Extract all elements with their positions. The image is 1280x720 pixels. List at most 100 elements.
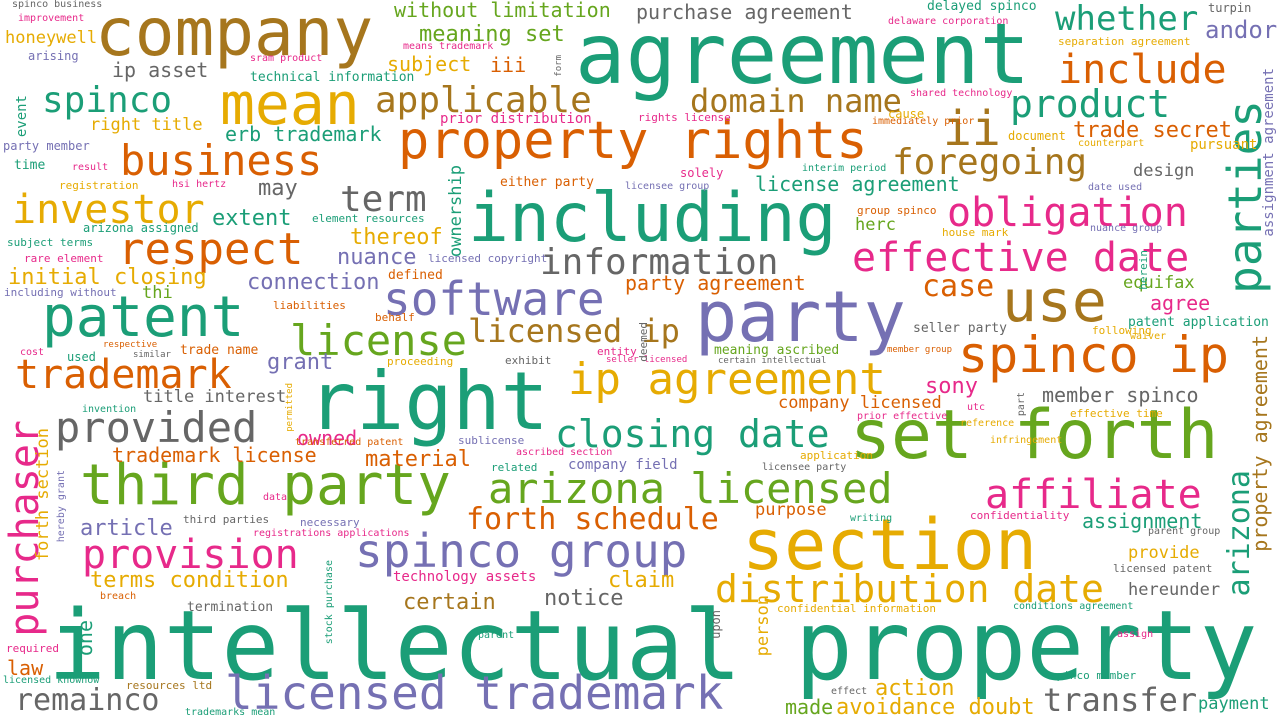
word-nuance: nuance	[337, 245, 417, 270]
word-improvement: improvement	[18, 13, 85, 24]
word-certain: certain	[403, 590, 496, 615]
word-affiliate: affiliate	[985, 472, 1202, 518]
word-used: used	[67, 350, 96, 364]
word-patent: patent	[42, 285, 245, 350]
word-licensed-copyright: licensed copyright	[428, 252, 548, 265]
word-result: result	[72, 162, 109, 173]
word-term: term	[340, 179, 427, 220]
word-avoidance-doubt: avoidance doubt	[836, 695, 1035, 720]
word-iii: iii	[490, 53, 527, 77]
word-thereof: thereof	[350, 225, 443, 250]
word-patent-application: patent application	[1128, 315, 1269, 330]
word-arizona-licensed: arizona licensed	[488, 464, 893, 513]
word-required: required	[6, 642, 59, 655]
word-immediately-prior: immediately prior	[872, 116, 975, 127]
word-entity: entity	[597, 345, 637, 358]
word-member-group: member group	[887, 345, 953, 355]
word-ip-agreement: ip agreement	[568, 354, 886, 405]
word-extent: extent	[212, 206, 292, 231]
word-honeywell: honeywell	[5, 28, 98, 48]
word-product: product	[1010, 82, 1171, 126]
word-remainco: remainco	[15, 683, 160, 718]
word-andor: andor	[1205, 16, 1278, 44]
word-mean: mean	[220, 70, 360, 138]
word-trade-secret: trade secret	[1073, 118, 1232, 143]
word-technical-information: technical information	[250, 70, 415, 85]
word-spinco-business: spinco business	[12, 0, 103, 10]
word-necessary: necessary	[300, 516, 360, 529]
word-spinco-member: spinco member	[1050, 669, 1137, 682]
word-spinco-ip: spinco ip	[958, 326, 1229, 384]
word-upon: upon	[709, 610, 723, 639]
word-provision: provision	[82, 532, 299, 578]
word-respective: respective	[103, 340, 158, 350]
word-use: use	[1002, 267, 1107, 335]
word-interim-period: interim period	[802, 163, 887, 174]
word-hereunder: hereunder	[1128, 580, 1221, 600]
word-case: case	[922, 269, 995, 304]
word-infringement: infringement	[990, 435, 1063, 446]
word-thi: thi	[142, 283, 173, 303]
word-law: law	[7, 656, 44, 680]
word-purchase-agreement: purchase agreement	[636, 0, 853, 24]
word-notice: notice	[544, 586, 624, 611]
word-arising: arising	[28, 49, 79, 63]
word-pursuant: pursuant	[1190, 137, 1258, 153]
word-one: one	[73, 620, 97, 657]
word-third-parties: third parties	[183, 513, 270, 526]
word-distribution-date: distribution date	[715, 567, 1104, 611]
word-including: including	[468, 179, 837, 258]
word-meaning-ascribed: meaning ascribed	[714, 343, 840, 358]
word-rare-element: rare element	[24, 252, 104, 265]
word-house-mark: house mark	[942, 226, 1009, 239]
word-delaware-corporation: delaware corporation	[888, 16, 1009, 27]
word-licensed-patent: licensed patent	[1113, 562, 1213, 575]
word-arizona-assigned: arizona assigned	[83, 221, 199, 235]
word-article: article	[80, 516, 173, 541]
word-section: section	[742, 504, 1038, 586]
word-made: made	[785, 695, 834, 719]
word-information: information	[540, 242, 779, 283]
word-permitted: permitted	[285, 383, 295, 432]
word-provide: provide	[1128, 543, 1200, 563]
word-nuance-group: nuance group	[1090, 223, 1163, 234]
word-stock-purchase: stock purchase	[324, 560, 335, 645]
word-licensee-party: licensee party	[762, 462, 847, 473]
word-cause: cause	[888, 107, 925, 121]
word-similar: similar	[133, 350, 171, 360]
word-separation-agreement: separation agreement	[1058, 35, 1191, 48]
word-reference: reference	[960, 418, 1015, 429]
word-licensed-knowhow: licensed knowhow	[3, 675, 100, 686]
word-trademarks-mean: trademarks mean	[185, 707, 276, 718]
word-trade-name: trade name	[180, 343, 259, 358]
word-whether: whether	[1055, 0, 1199, 39]
word-right: right	[308, 355, 549, 448]
word-trademark: trademark	[15, 352, 232, 398]
word-forth-schedule: forth schedule	[466, 502, 719, 537]
word-ascribed-section: ascribed section	[516, 447, 613, 458]
word-licensed-ip: licensed ip	[468, 312, 680, 350]
word-parent: parent	[478, 630, 515, 641]
word-document: document	[1008, 129, 1066, 143]
word-event: event	[14, 95, 30, 138]
word-obligation: obligation	[947, 190, 1188, 236]
word-party-agreement: party agreement	[625, 271, 806, 295]
word-person: person	[753, 595, 773, 657]
word-proceeding: proceeding	[387, 355, 454, 368]
word-time: time	[14, 158, 46, 173]
word-transferred-patent: transferred patent	[295, 437, 404, 448]
word-date-used: date used	[1088, 182, 1143, 193]
word-provided: provided	[55, 403, 258, 452]
word-agree: agree	[1150, 291, 1211, 315]
word-seller-licensed: seller licensed	[606, 355, 688, 365]
word-agreement: agreement	[575, 5, 1031, 103]
word-domain-name: domain name	[690, 82, 902, 120]
word-respect: respect	[118, 224, 304, 275]
word-property-agreement: property agreement	[1248, 335, 1272, 552]
word-group-spinco: group spinco	[857, 204, 937, 217]
word-company-licensed: company licensed	[778, 393, 942, 413]
word-related: related	[491, 461, 538, 474]
word-conditions-agreement: conditions agreement	[1013, 601, 1134, 612]
word-third-party: third party	[80, 453, 451, 518]
